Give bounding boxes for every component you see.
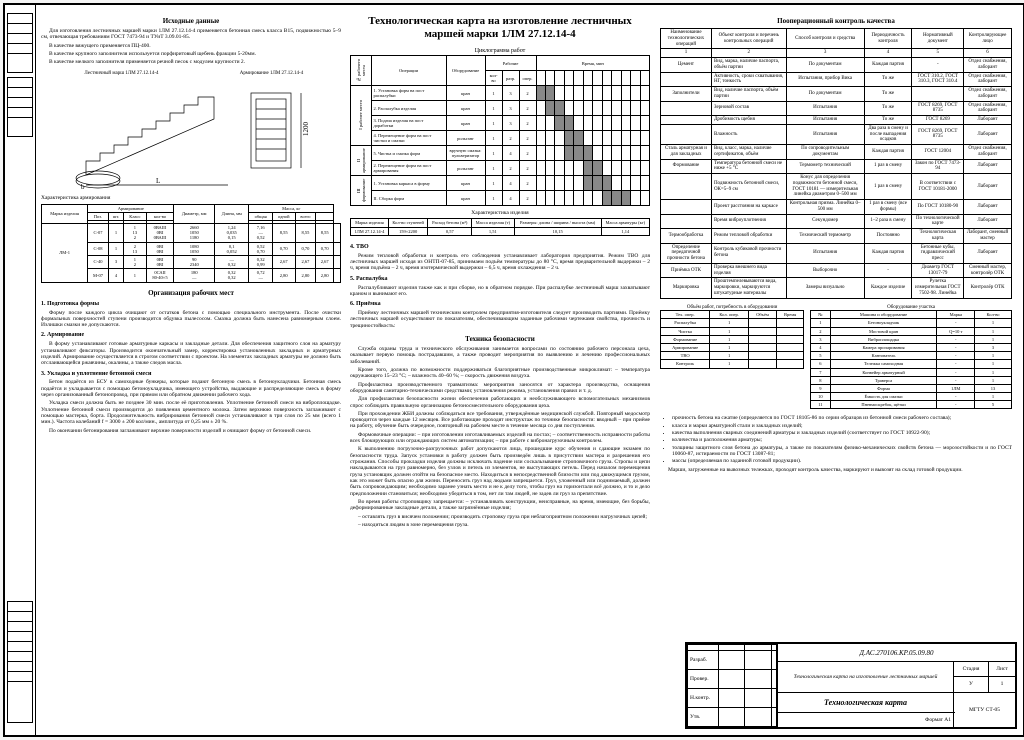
drawing-sheet: Исходные данные Для изготовления лестнич…	[3, 3, 1024, 737]
s6-item: качества выполнения сварных соединений а…	[672, 430, 1012, 436]
safety-p: При прохождении ЖБИ должны соблюдаться в…	[350, 411, 650, 430]
s3b: Укладка смеси должна быть не позднее 30 …	[41, 400, 341, 425]
char-izd-label: Характеристика изделия	[350, 210, 650, 216]
s3a: Бетон подаётся из БСУ в самоходные бунке…	[41, 379, 341, 398]
s6-item: класса и марки арматурной стали и заклад…	[672, 423, 1012, 429]
intro-p: В качестве крупного заполнителя использу…	[41, 51, 341, 57]
safety-p: Формовочные операции: – при изготовлении…	[350, 432, 650, 445]
cyclogram-table: № рабочего места Операции Оборудование Р…	[350, 55, 650, 206]
s2-title: 2. Армирование	[41, 332, 341, 339]
stamp-title: Технологическая карта на изготовление ле…	[778, 662, 954, 693]
safety-title: Техника безопасности	[350, 335, 650, 343]
safety-p: Служба охраны труда и технического обслу…	[350, 346, 650, 365]
product-char-table: Марка изделияКол-во ступенейРасход бетон…	[350, 218, 650, 235]
safety-p: – оставлять груз в висячем положении; пр…	[350, 514, 650, 520]
stair-caption-left: Лестничный марш 1ЛМ 27.12.14-4	[41, 70, 202, 78]
intro-p: В качестве мелкого заполнителя применяет…	[41, 59, 341, 65]
s5-title: 5. Распалубка	[350, 276, 650, 283]
s5: Распалубливают изделия также как и при с…	[350, 285, 650, 298]
safety-p: К выполнению погрузочно-разгрузочных раб…	[350, 446, 650, 497]
school: МГТУ СТ-05	[954, 692, 1016, 727]
s3-title: 3. Укладка и уплотнение бетонной смеси	[41, 371, 341, 378]
safety-p: Профилактика производственного травматиз…	[350, 382, 650, 395]
small-right-table: №Машина и оборудованиеМаркаКол-во1Бетоно…	[810, 310, 1012, 409]
title-block: Разраб. Провер. Н.контр. Утв. Д.АС.27010…	[685, 642, 1017, 729]
margin-box	[7, 601, 33, 723]
intro-p: В качестве вяжущего применяется ПЦ-400.	[41, 43, 341, 49]
org-title: Организация рабочих мест	[41, 289, 341, 297]
tvo: Режим тепловой обработки и контроль его …	[350, 253, 650, 272]
s2: В форму устанавливают готовые арматурные…	[41, 341, 341, 366]
column-3: Пооперационный контроль качества Наимено…	[660, 11, 1012, 729]
s6-item: массы (определяемая по заданной готовой …	[672, 458, 1012, 464]
safety-p: Во время работы строповщику запрещается:…	[350, 499, 650, 512]
column-2: Технологическая карта на изготовление ле…	[350, 11, 650, 729]
stair-diagram: L b 1200	[56, 81, 326, 191]
dim-b: b	[81, 183, 85, 191]
safety-p: Кроме того, должна по возможности поддер…	[350, 367, 650, 380]
dim-L: L	[156, 177, 160, 185]
column-1: Исходные данные Для изготовления лестнич…	[41, 11, 341, 729]
s6b: Марши, загруженные на вывозных тележках,…	[660, 467, 1012, 473]
s1-title: 1. Подготовка формы	[41, 301, 341, 308]
s3c: По окончании бетонирования заглаживают в…	[41, 428, 341, 434]
safety-p: – находиться людям в зоне перемещения гр…	[350, 522, 650, 528]
binding-margin	[5, 5, 36, 735]
quality-title: Пооперационный контроль качества	[660, 17, 1012, 25]
doc-type: Технологическая карта	[778, 692, 954, 712]
s6-title: 6. Приёмка	[350, 301, 650, 308]
tvo-title: 4. ТВО	[350, 244, 650, 251]
s6-item: количества и расположения арматуры;	[672, 437, 1012, 443]
safety-p: Для профилактики безопасности жизни обес…	[350, 396, 650, 409]
arm-char-label: Характеристика армирования	[41, 195, 341, 201]
cyclogram-title: Циклограмма работ	[350, 48, 650, 55]
intro-p: Для изготовления лестничных маршей марки…	[41, 28, 341, 41]
quality-control-table: Наименование технологических операцийОбъ…	[660, 28, 1012, 299]
s1: Форму после каждого цикла очищают от ост…	[41, 310, 341, 329]
margin-box	[7, 13, 33, 73]
s6-item: прочность бетона на сжатие (определяется…	[672, 415, 1012, 421]
s6-item: толщины защитного слоя бетона до арматур…	[672, 445, 1012, 458]
s6a: Приёмку лестничных маршей техническим ко…	[350, 310, 650, 329]
margin-box	[7, 77, 33, 137]
stair-caption-right: Армирование 1ЛМ 27.12.14-4	[202, 70, 341, 78]
format: Формат А1	[778, 712, 954, 727]
dim-1200: 1200	[302, 122, 310, 137]
small-left-table: Тех. опер.Кол. опер.ОбъёмВремяРаспалубка…	[660, 310, 804, 368]
reinforcement-table: Марка изделия Армирование Диаметр, мм Дл…	[41, 204, 341, 283]
project-code: Д.АС.270106.КР.05.09.80	[778, 644, 1016, 662]
source-data-heading: Исходные данные	[41, 17, 341, 25]
doc-title: Технологическая карта на изготовление ле…	[350, 15, 650, 40]
